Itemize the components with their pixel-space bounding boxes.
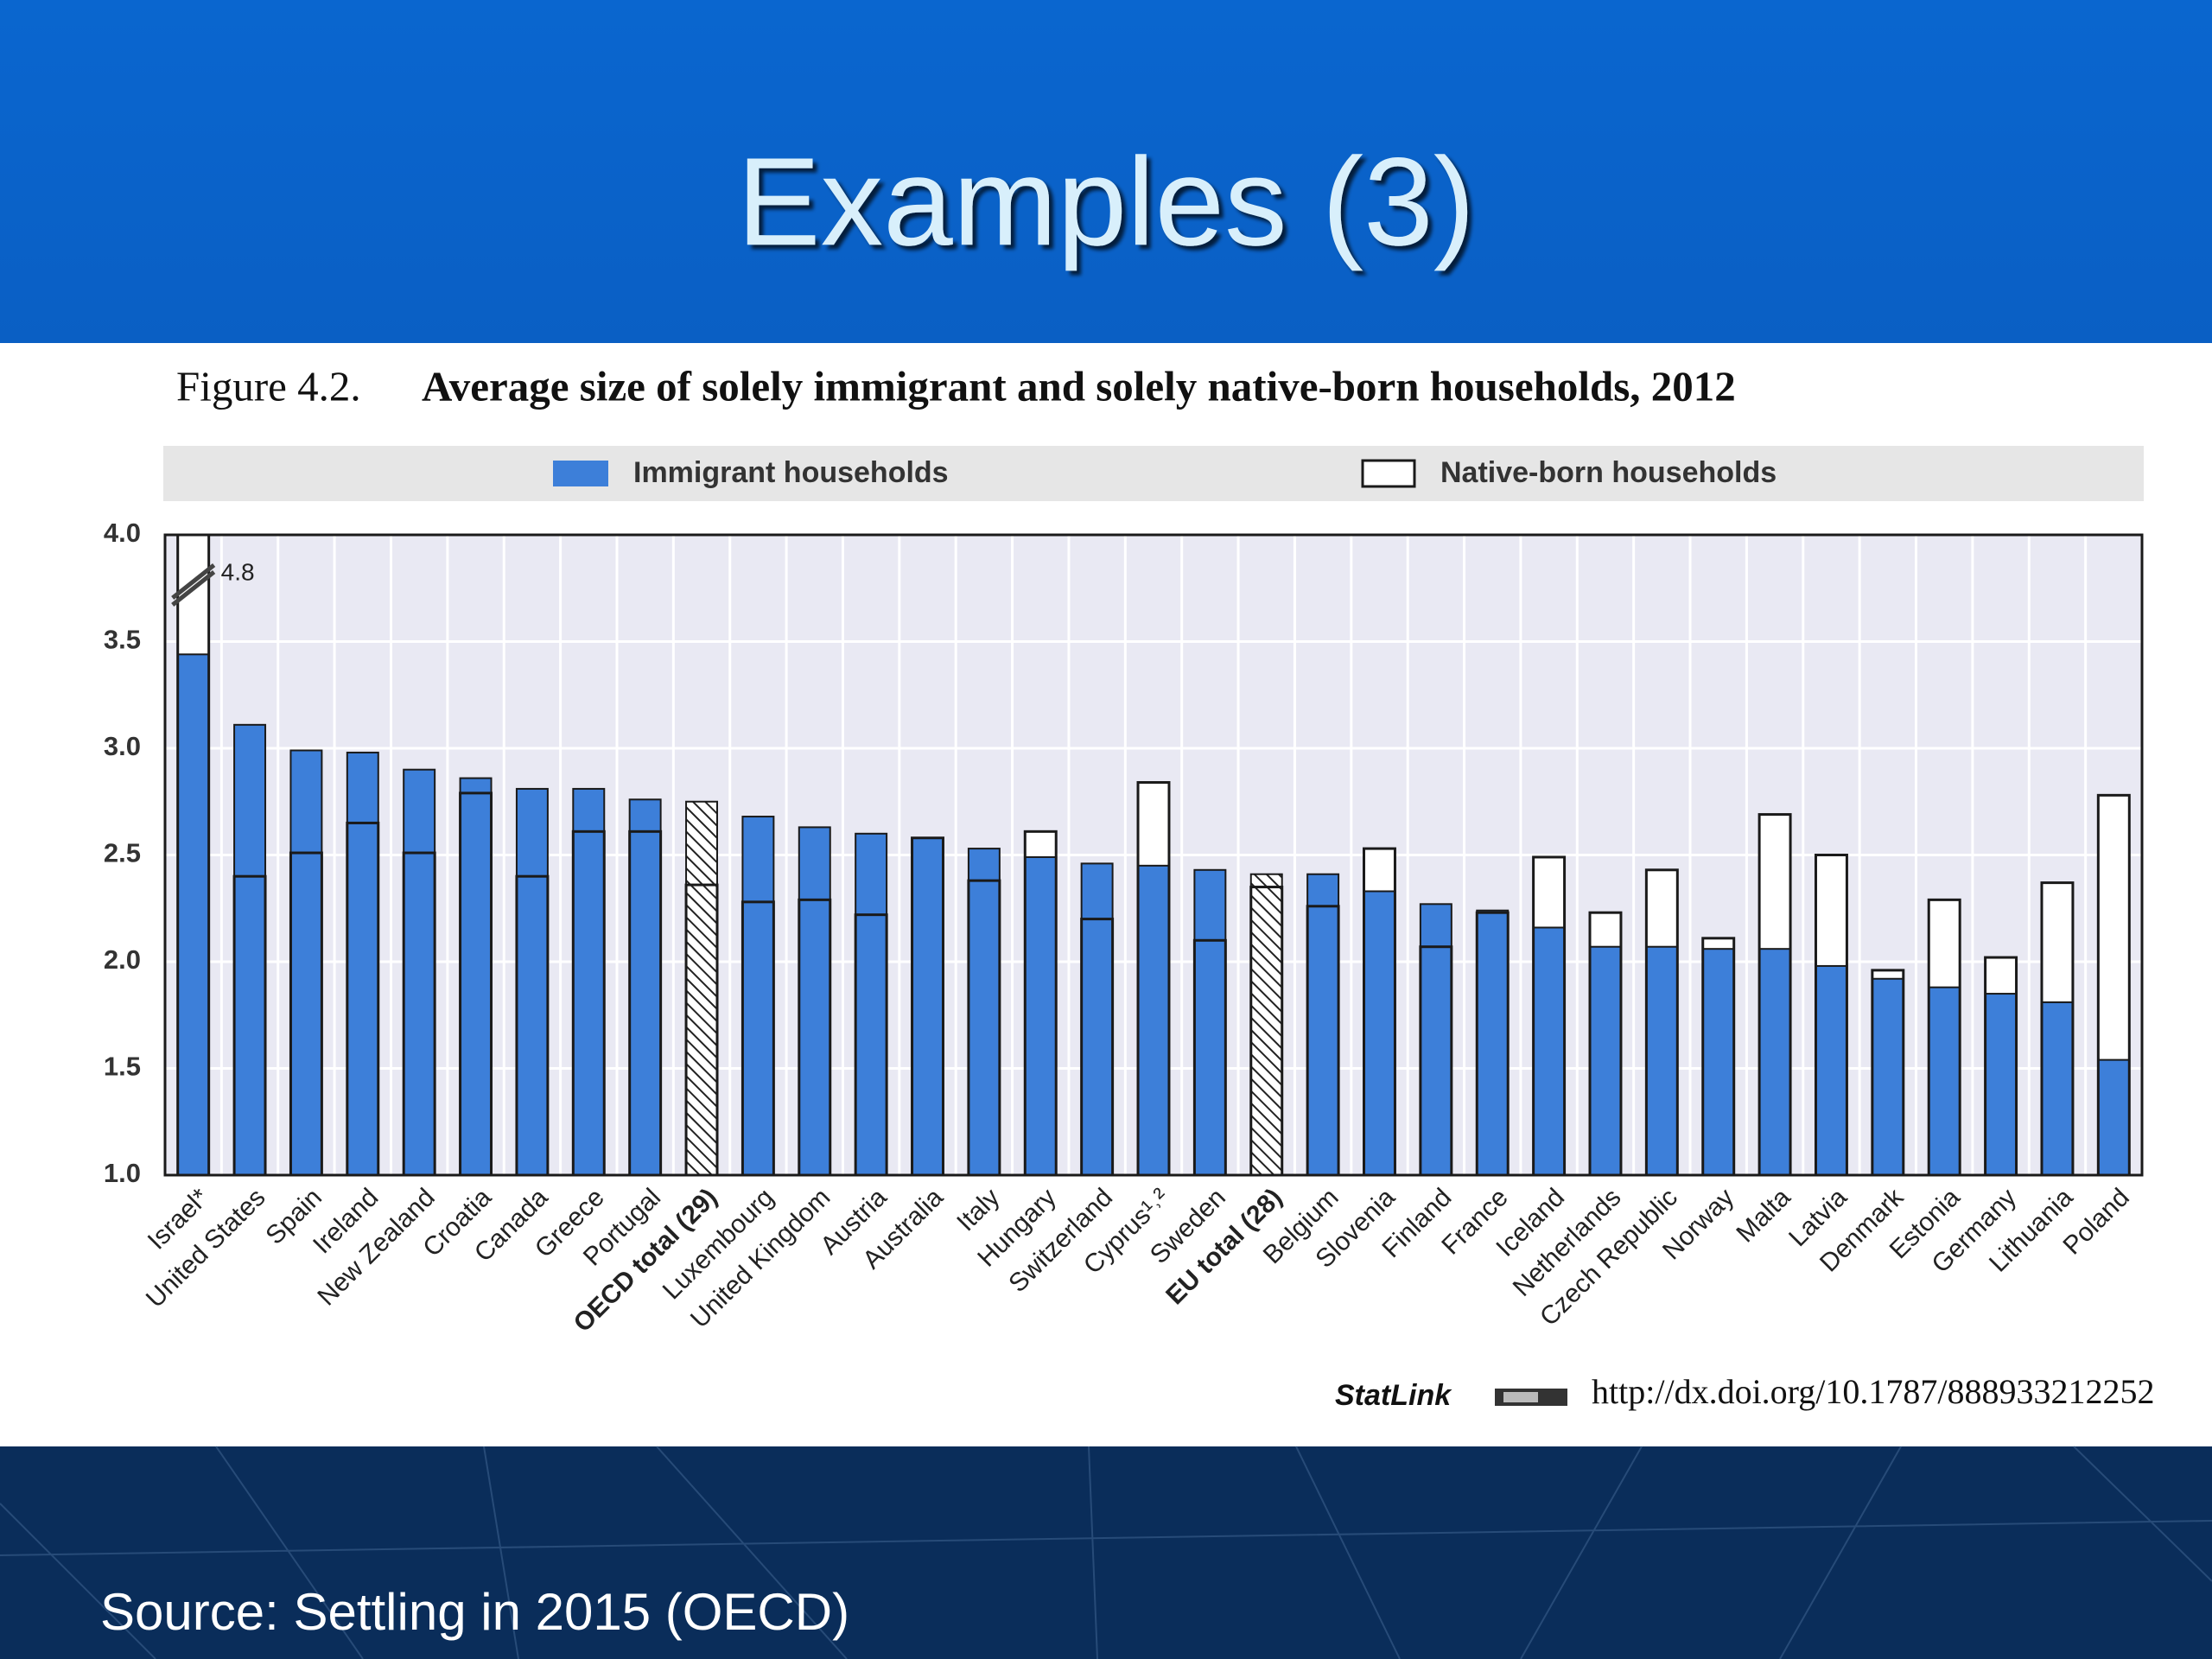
- native-bar: [1023, 830, 1058, 1175]
- native-bar: [1984, 956, 2018, 1175]
- chart-title: Average size of solely immigrant and sol…: [422, 362, 1736, 410]
- immigrant-bar: [233, 723, 267, 1175]
- header-band: [0, 0, 2212, 343]
- axis-break: [171, 563, 216, 600]
- statlink-url: http://dx.doi.org/10.1787/888933212252: [1592, 1372, 2155, 1411]
- native-bar: [515, 874, 550, 1175]
- native-bar: [911, 836, 944, 1175]
- immigrant-bar: [2040, 1001, 2074, 1175]
- immigrant-bar: [1476, 909, 1510, 1175]
- immigrant-bar: [855, 832, 888, 1175]
- y-tick-label: 3.5: [104, 625, 141, 655]
- native-bar: [854, 913, 888, 1175]
- immigrant-bar: [1871, 977, 1904, 1175]
- y-tick-label: 2.0: [104, 944, 141, 975]
- native-bar: [232, 874, 267, 1175]
- immigrant-bar: [1306, 873, 1340, 1175]
- native-bar: [1758, 813, 1792, 1175]
- immigrant-bar: [1645, 945, 1679, 1175]
- footer-decoration: [0, 1446, 2212, 1659]
- y-tick-label: 1.0: [104, 1158, 141, 1188]
- native-bar: [1871, 969, 1905, 1175]
- immigrant-bar: [628, 798, 662, 1175]
- immigrant-bar: [1928, 986, 1961, 1175]
- native-bar: [1363, 847, 1396, 1175]
- immigrant-bar: [1419, 903, 1452, 1175]
- statlink-icon: [1495, 1389, 1567, 1406]
- immigrant-bar: [1024, 855, 1058, 1175]
- native-bar: [628, 830, 663, 1175]
- legend-label: Immigrant households: [633, 456, 949, 489]
- y-tick-label: 1.5: [104, 1052, 141, 1082]
- native-bar: [1136, 781, 1171, 1175]
- immigrant-bar: [1363, 890, 1396, 1175]
- native-bar: [571, 830, 606, 1175]
- source-note: Source: Settling in 2015 (OECD): [100, 1583, 849, 1641]
- immigrant-bar: [1532, 926, 1566, 1175]
- y-tick-label: 4.0: [104, 518, 141, 548]
- immigrant-bar: [967, 848, 1001, 1175]
- figure-label: Figure 4.2.: [176, 362, 361, 410]
- native-bar: [459, 791, 493, 1175]
- native-bar: [1249, 886, 1284, 1175]
- native-bar: [402, 851, 436, 1175]
- legend-swatch: [1361, 459, 1416, 488]
- native-bar: [2096, 793, 2131, 1175]
- statlink-label: StatLink: [1335, 1379, 1452, 1412]
- immigrant-bar: [798, 826, 831, 1175]
- immigrant-bar: [346, 751, 379, 1175]
- immigrant-bar: [1249, 873, 1283, 1175]
- legend-label: Native-born households: [1440, 456, 1777, 489]
- immigrant-bar: [459, 777, 493, 1175]
- native-bar: [967, 879, 1001, 1175]
- native-bar: [1192, 938, 1227, 1175]
- slide-title: Examples (3): [737, 131, 1475, 271]
- immigrant-bar: [1080, 862, 1114, 1175]
- immigrant-bar: [741, 816, 775, 1175]
- native-bar: [289, 851, 323, 1175]
- legend-box: [163, 446, 2144, 501]
- immigrant-bar: [1984, 993, 2018, 1175]
- axis-break: [171, 570, 216, 607]
- native-bar: [1814, 854, 1848, 1175]
- native-bar: [346, 821, 380, 1175]
- immigrant-bar: [1137, 864, 1170, 1175]
- immigrant-bar: [2097, 1058, 2131, 1175]
- immigrant-bar: [685, 800, 719, 1175]
- native-bar: [1927, 898, 1961, 1175]
- y-tick-label: 3.0: [104, 731, 141, 761]
- immigrant-bar: [1588, 945, 1622, 1175]
- legend-swatch: [553, 461, 608, 486]
- y-tick-label: 2.5: [104, 838, 141, 868]
- immigrant-bar: [1758, 948, 1792, 1175]
- immigrant-bar: [515, 787, 549, 1175]
- value-label: 4.8: [221, 558, 255, 585]
- plot-frame: [163, 533, 2144, 1177]
- native-bar: [1306, 905, 1340, 1175]
- immigrant-bar: [1193, 868, 1227, 1175]
- immigrant-bar: [289, 749, 323, 1175]
- immigrant-bar: [1815, 964, 1848, 1175]
- immigrant-bar: [572, 787, 606, 1175]
- immigrant-bar: [911, 836, 944, 1175]
- native-bar: [2040, 881, 2075, 1175]
- immigrant-bar: [176, 653, 210, 1175]
- immigrant-bar: [1701, 948, 1735, 1175]
- native-bar: [798, 898, 832, 1175]
- immigrant-bar: [403, 768, 436, 1175]
- footer-band: [0, 1446, 2212, 1659]
